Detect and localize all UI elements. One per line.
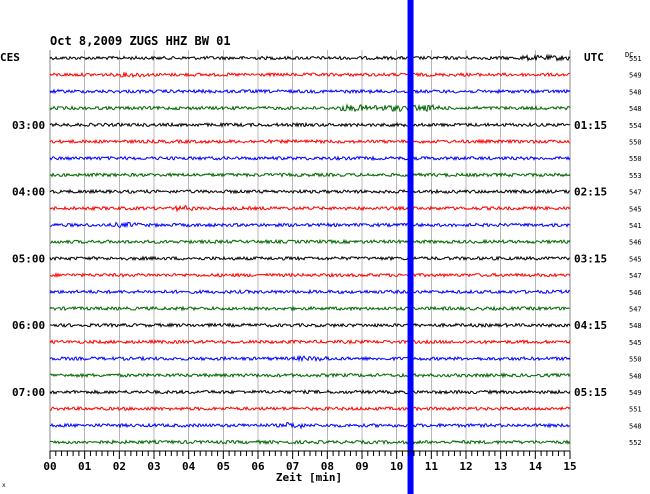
trace-row [49,255,570,262]
trace-row [49,372,571,379]
x-tick-label: 14 [529,460,543,473]
left-timezone-label: CES [0,51,20,64]
chart-title: Oct 8,2009 ZUGS HHZ BW 01 [50,34,231,48]
dc-header-label: DC [625,51,633,59]
dc-value-label: 548 [629,422,642,430]
x-tick-label: 02 [113,460,126,473]
trace-row [49,121,571,128]
x-tick-label: 13 [494,460,507,473]
trace-row [49,188,571,195]
dc-value-label: 547 [629,272,642,280]
dc-value-label: 550 [629,155,642,163]
x-tick-label: 01 [78,460,92,473]
right-time-label: 03:15 [574,252,607,265]
trace-row [49,389,571,395]
dc-value-label: 545 [629,255,642,263]
right-time-label: 01:15 [574,119,607,132]
dc-value-label: 548 [629,88,642,96]
x-axis-label: Zeit [min] [276,471,342,484]
corner-mark: x [2,482,6,489]
x-tick-label: 15 [563,460,576,473]
x-tick-label: 04 [182,460,196,473]
trace-row [49,322,571,329]
dc-value-label: 552 [629,439,642,447]
minute-grid [49,50,571,451]
dc-value-label: 548 [629,322,642,330]
dc-value-label: 551 [629,406,642,414]
left-time-label: 06:00 [12,319,45,332]
trace-row [49,338,571,345]
dc-value-label: 548 [629,105,642,113]
trace-row [49,204,571,213]
right-time-label: 04:15 [574,319,607,332]
dc-value-label: 549 [629,389,642,397]
right-time-label: 05:15 [574,386,607,399]
x-tick-label: 00 [43,460,56,473]
right-timezone-label: UTC [584,51,604,64]
trace-row [49,171,571,178]
trace-row [49,288,571,295]
dc-value-label: 554 [629,122,642,130]
trace-row [49,421,571,430]
dc-value-label: 545 [629,339,642,347]
trace-row [50,221,571,229]
x-tick-label: 12 [459,460,472,473]
trace-row [49,138,571,145]
dc-value-label: 545 [629,205,642,213]
left-time-label: 05:00 [12,252,45,265]
x-tick-label: 05 [217,460,230,473]
trace-row [49,103,571,113]
left-time-label: 03:00 [12,119,45,132]
trace-row [49,354,571,363]
x-tick-label: 06 [251,460,265,473]
trace-row [49,88,571,95]
trace-row [49,305,571,312]
dc-value-label: 550 [629,139,642,147]
dc-value-label: 547 [629,306,642,314]
x-tick-label: 07 [286,460,299,473]
left-time-label: 04:00 [12,186,45,199]
right-time-label: 02:15 [574,186,607,199]
dc-value-label: 550 [629,356,642,364]
dc-value-label: 551 [629,55,642,63]
trace-row [49,71,570,79]
trace-row [49,405,571,412]
dc-value-label: 548 [629,372,642,380]
dc-value-label: 546 [629,289,642,297]
x-tick-label: 11 [425,460,439,473]
dc-value-label: 547 [629,189,642,197]
trace-layer [49,53,571,446]
trace-row [49,155,571,162]
x-tick-label: 03 [147,460,160,473]
x-tick-label: 10 [390,460,403,473]
trace-row [49,238,571,245]
x-tick-label: 08 [321,460,334,473]
trace-row [49,272,571,279]
dc-value-label: 541 [629,222,642,230]
dc-value-label: 549 [629,72,642,80]
trace-row [49,439,571,446]
trace-row [49,53,571,63]
label-layer: Oct 8,2009 ZUGS HHZ BW 01 CES UTC DC Zei… [0,34,642,489]
dc-value-label: 546 [629,239,642,247]
left-time-label: 07:00 [12,386,45,399]
x-tick-label: 09 [355,460,368,473]
dc-value-label: 553 [629,172,642,180]
